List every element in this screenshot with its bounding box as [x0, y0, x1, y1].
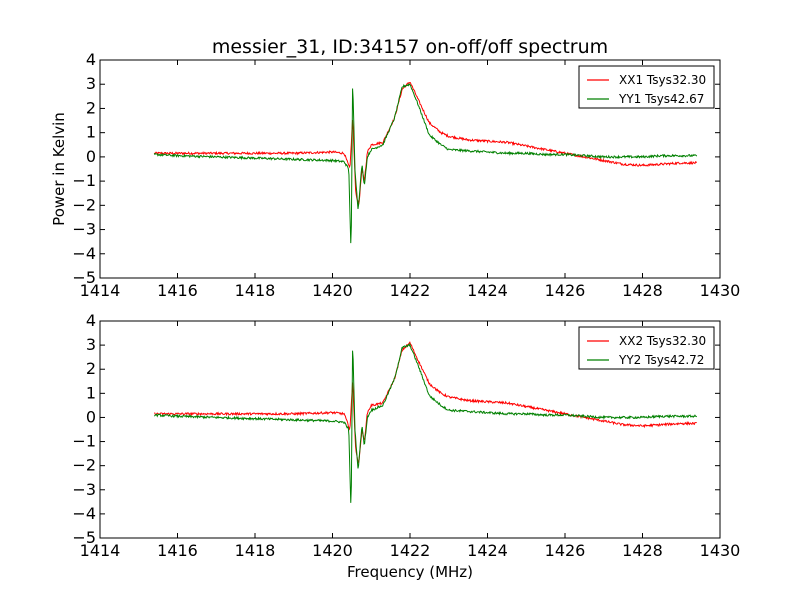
legend-box: [578, 326, 715, 370]
x-tick-label: 1422: [390, 281, 431, 300]
panel-2: 1414 1416 1418 1420 1422 1424 1426 1428 1430−5−4…: [72, 311, 740, 581]
x-tick-label: 1414: [80, 541, 121, 560]
panels: 1414 1416 1418 1420 1422 1424 1426 1428 1430−5−4…: [50, 50, 740, 581]
y-tick-label: 3: [86, 335, 96, 354]
x-axis-label: Frequency (MHz): [347, 563, 473, 581]
series-line-1: [153, 81, 698, 205]
y-tick-label: −1: [72, 171, 96, 190]
y-tick-label: −5: [72, 268, 96, 287]
series-group: [153, 341, 698, 503]
y-tick-label: −3: [72, 220, 96, 239]
y-tick-label: 4: [86, 311, 96, 330]
legend-entry: XX1 Tsys32.30: [619, 73, 706, 87]
x-tick-label: 1424: [467, 281, 508, 300]
legend-box: [578, 65, 715, 109]
series-line-2: [153, 342, 698, 503]
x-tick-label: 1428: [622, 541, 663, 560]
y-tick-label: −2: [72, 195, 96, 214]
x-tick-label: 1416: [157, 281, 198, 300]
y-tick-label: 2: [86, 359, 96, 378]
y-tick-label: −4: [72, 244, 96, 263]
x-tick-label: 1422: [390, 541, 431, 560]
legend-entry: YY1 Tsys42.67: [618, 92, 704, 106]
legend-entry: XX2 Tsys32.30: [619, 334, 706, 348]
y-tick-label: −4: [72, 504, 96, 523]
x-tick-label: 1428: [622, 281, 663, 300]
y-tick-label: 0: [86, 407, 96, 426]
y-tick-label: 0: [86, 147, 96, 166]
x-tick-label: 1420: [312, 541, 353, 560]
x-tick-label: 1424: [467, 541, 508, 560]
y-tick-label: 1: [86, 123, 96, 142]
x-tick-label: 1430: [700, 541, 741, 560]
x-tick-label: 1430: [700, 281, 741, 300]
series-group: [153, 81, 698, 244]
y-tick-label: −1: [72, 432, 96, 451]
y-tick-label: −5: [72, 528, 96, 547]
y-tick-label: 1: [86, 383, 96, 402]
x-tick-label: 1426: [545, 541, 586, 560]
legend-entry: YY2 Tsys42.72: [618, 353, 704, 367]
x-tick-label: 1426: [545, 281, 586, 300]
y-axis-label: Power in Kelvin: [50, 112, 68, 226]
x-tick-label: 1414: [80, 281, 121, 300]
figure-title: messier_31, ID:34157 on-off/off spectrum: [212, 36, 608, 58]
x-tick-label: 1418: [235, 281, 276, 300]
y-tick-label: −3: [72, 480, 96, 499]
x-tick-label: 1416: [157, 541, 198, 560]
panel-1: 1414 1416 1418 1420 1422 1424 1426 1428 1430−5−4…: [50, 50, 740, 300]
x-tick-label: 1420: [312, 281, 353, 300]
legend: XX2 Tsys32.30 YY2 Tsys42.72: [578, 326, 715, 370]
y-tick-label: 2: [86, 98, 96, 117]
series-line-1: [154, 341, 697, 465]
y-tick-label: 4: [86, 50, 96, 69]
series-line-2: [153, 83, 698, 244]
x-tick-label: 1418: [235, 541, 276, 560]
legend: XX1 Tsys32.30 YY1 Tsys42.67: [578, 65, 715, 109]
y-tick-label: 3: [86, 74, 96, 93]
y-tick-label: −2: [72, 456, 96, 475]
